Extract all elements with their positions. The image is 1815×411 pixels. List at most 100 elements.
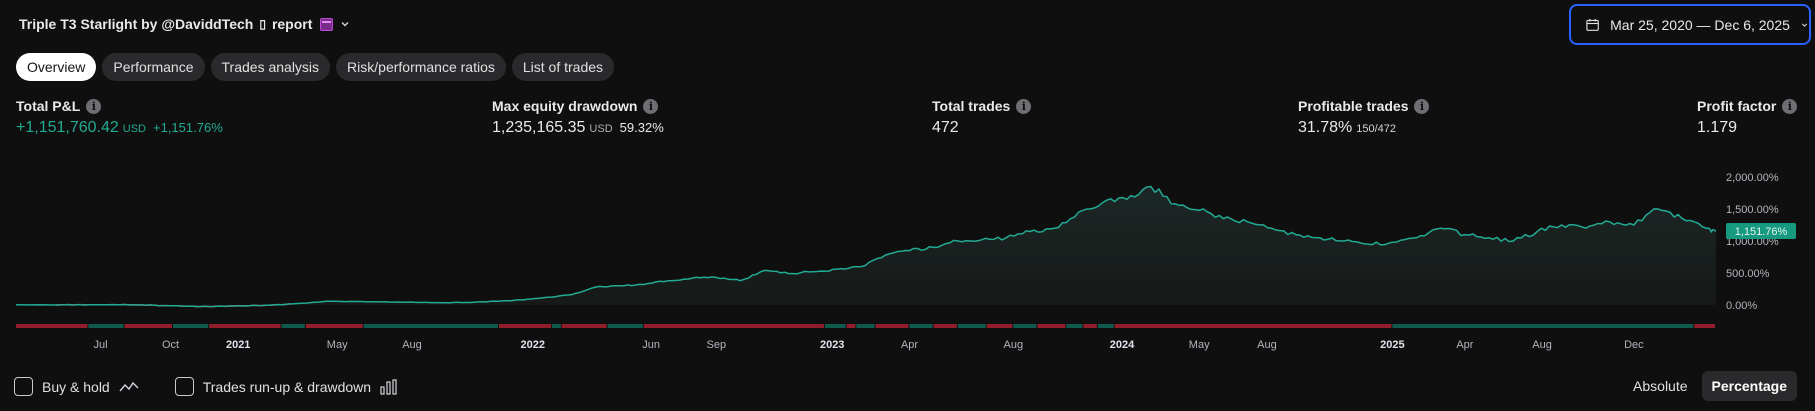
tab-risk-performance-ratios[interactable]: Risk/performance ratios <box>336 53 506 81</box>
drawdown-segment <box>644 324 824 328</box>
missing-glyph-icon: ▯ <box>259 17 266 31</box>
drawdown-segment <box>934 324 957 328</box>
y-tick-label: 0.00% <box>1726 300 1757 312</box>
x-tick-label: 2021 <box>226 339 250 351</box>
x-tick-label: May <box>1189 339 1210 351</box>
x-tick-label: Aug <box>1532 339 1552 351</box>
drawdown-segment <box>499 324 551 328</box>
metric-label: Total trades <box>932 98 1010 114</box>
date-range-text: Mar 25, 2020 — Dec 6, 2025 <box>1610 17 1790 33</box>
y-axis: 2,000.00%1,500.00%1,000.00%500.00%0.00% <box>1726 172 1779 312</box>
runup-segment <box>1392 324 1693 328</box>
drawdown-segment <box>1037 324 1065 328</box>
runup-segment <box>825 324 846 328</box>
x-tick-label: Aug <box>1004 339 1024 351</box>
runup-segment <box>958 324 986 328</box>
metric-label: Profitable trades <box>1298 98 1408 114</box>
profitable-value: 31.78% <box>1298 119 1352 137</box>
x-tick-label: Aug <box>1257 339 1277 351</box>
x-tick-label: 2025 <box>1380 339 1404 351</box>
metric-total-pnl: Total P&L i +1,151,760.42 USD +1,151.76% <box>16 98 223 137</box>
runup-segment <box>88 324 123 328</box>
x-axis: Jul Oct 2021 May Aug 2022 Jun Sep 2023 Apr Aug 2024… <box>93 339 1644 351</box>
runup-drawdown-toggle[interactable]: Trades run-up & drawdown <box>175 377 398 396</box>
y-tick-label: 2,000.00% <box>1726 172 1779 184</box>
equity-chart[interactable]: 2,000.00%1,500.00%1,000.00%500.00%0.00% … <box>0 165 1815 355</box>
metric-total-trades: Total trades i 472 <box>932 98 1031 137</box>
runup-segment <box>1066 324 1082 328</box>
bar-chart-icon <box>380 379 398 395</box>
strategy-title: Triple T3 Starlight by @DaviddTech <box>19 16 253 32</box>
runup-segment <box>282 324 305 328</box>
x-tick-label: Apr <box>1456 339 1473 351</box>
runup-drawdown-checkbox[interactable] <box>175 377 194 396</box>
line-chart-icon <box>119 380 139 394</box>
info-icon[interactable]: i <box>643 99 658 114</box>
drawdown-segment <box>1694 324 1715 328</box>
x-tick-label: Oct <box>162 339 179 351</box>
info-icon[interactable]: i <box>1414 99 1429 114</box>
chevron-down-icon[interactable] <box>339 18 351 30</box>
date-range-picker[interactable]: Mar 25, 2020 — Dec 6, 2025 <box>1569 4 1811 45</box>
runup-segment <box>1013 324 1036 328</box>
drawdown-segment <box>847 324 856 328</box>
last-value-badge: 1,151.76% <box>1726 223 1796 239</box>
metric-label: Total P&L <box>16 98 80 114</box>
x-tick-label: Aug <box>402 339 422 351</box>
max-dd-value: 1,235,165.35 <box>492 119 585 137</box>
total-pnl-unit: USD <box>123 123 146 135</box>
equity-area <box>16 187 1716 307</box>
buy-hold-toggle[interactable]: Buy & hold <box>14 377 139 396</box>
runup-segment <box>856 324 874 328</box>
tab-list-of-trades[interactable]: List of trades <box>512 53 614 81</box>
calendar-badge-icon <box>320 18 333 31</box>
metric-max-drawdown: Max equity drawdown i 1,235,165.35 USD 59… <box>492 98 664 137</box>
x-tick-label: 2023 <box>820 339 844 351</box>
y-tick-label: 500.00% <box>1726 268 1770 280</box>
max-dd-unit: USD <box>589 123 612 135</box>
buy-hold-checkbox[interactable] <box>14 377 33 396</box>
metric-label: Max equity drawdown <box>492 98 637 114</box>
report-title-bar[interactable]: Triple T3 Starlight by @DaviddTech ▯ rep… <box>19 13 351 35</box>
metric-profitable-trades: Profitable trades i 31.78% 150/472 <box>1298 98 1429 137</box>
drawdown-segment <box>209 324 280 328</box>
runup-drawdown-label: Trades run-up & drawdown <box>203 379 371 395</box>
metric-label: Profit factor <box>1697 98 1776 114</box>
x-tick-label: Jun <box>642 339 660 351</box>
tab-overview[interactable]: Overview <box>16 53 96 81</box>
drawdown-segment <box>876 324 909 328</box>
x-tick-label: 2022 <box>521 339 545 351</box>
runup-segment <box>910 324 933 328</box>
x-tick-label: Apr <box>901 339 918 351</box>
last-value-text: 1,151.76% <box>1735 226 1788 238</box>
info-icon[interactable]: i <box>86 99 101 114</box>
runup-segment <box>364 324 498 328</box>
total-trades-value: 472 <box>932 119 959 137</box>
buy-hold-label: Buy & hold <box>42 379 110 395</box>
tab-trades-analysis[interactable]: Trades analysis <box>211 53 331 81</box>
drawdown-segment <box>1115 324 1392 328</box>
x-tick-label: May <box>327 339 348 351</box>
info-icon[interactable]: i <box>1016 99 1031 114</box>
drawdown-segment <box>306 324 363 328</box>
max-dd-pct: 59.32% <box>620 120 664 135</box>
report-label: report <box>272 16 312 32</box>
x-tick-label: 2024 <box>1110 339 1135 351</box>
runup-segment <box>608 324 643 328</box>
tab-performance[interactable]: Performance <box>102 53 204 81</box>
profitable-ratio: 150/472 <box>1356 123 1396 135</box>
total-pnl-value: +1,151,760.42 <box>16 119 119 137</box>
x-tick-label: Sep <box>707 339 727 351</box>
scale-mode-toggle: Absolute Percentage <box>1623 371 1797 401</box>
y-tick-label: 1,500.00% <box>1726 204 1779 216</box>
drawdown-segment <box>1083 324 1097 328</box>
chevron-down-icon <box>1800 19 1809 31</box>
mode-percentage-button[interactable]: Percentage <box>1702 371 1797 401</box>
drawdown-segment <box>562 324 607 328</box>
mode-absolute-button[interactable]: Absolute <box>1623 371 1697 401</box>
info-icon[interactable]: i <box>1782 99 1797 114</box>
x-tick-label: Dec <box>1624 339 1644 351</box>
report-tabs: Overview Performance Trades analysis Ris… <box>16 53 614 81</box>
runup-segment <box>552 324 561 328</box>
drawdown-segment <box>987 324 1013 328</box>
